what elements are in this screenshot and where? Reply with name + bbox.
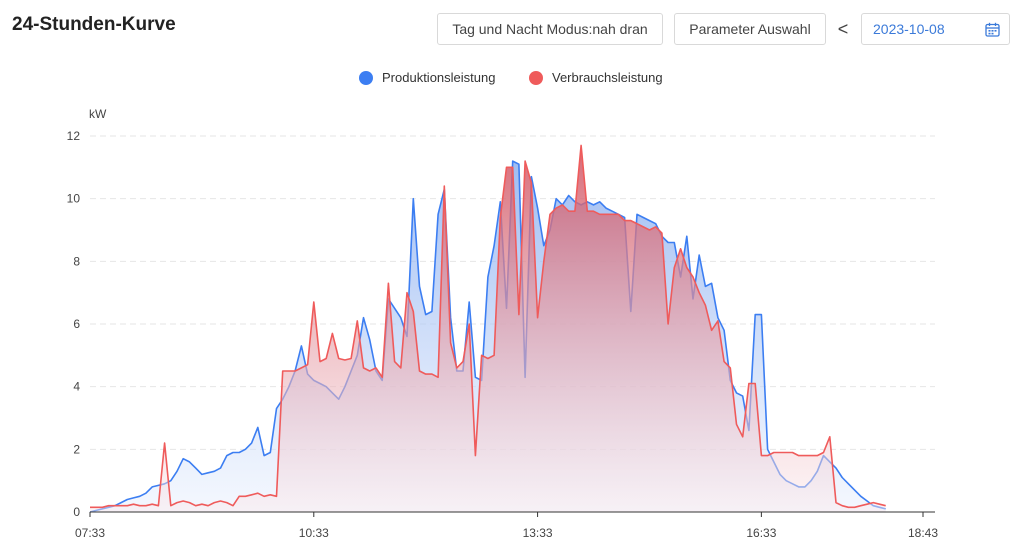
x-tick-label: 13:33 (523, 526, 553, 540)
y-tick-label: 10 (67, 192, 81, 206)
calendar-icon[interactable] (985, 22, 1000, 37)
parameter-selection-button[interactable]: Parameter Auswahl (674, 13, 826, 45)
legend-marker-production (359, 71, 373, 85)
series-layer (89, 144, 886, 513)
y-tick-label: 2 (73, 442, 80, 456)
x-tick-label: 07:33 (75, 526, 105, 540)
x-tick-label: 18:43 (908, 526, 938, 540)
x-tick-label: 10:33 (299, 526, 329, 540)
date-value: 2023-10-08 (873, 21, 945, 37)
y-tick-label: 6 (73, 317, 80, 331)
y-axis-ticks: 0 2 4 6 8 10 12 (67, 129, 81, 519)
day-night-mode-button[interactable]: Tag und Nacht Modus:nah dran (437, 13, 663, 45)
series-area-consumption (90, 145, 886, 512)
legend-label-consumption: Verbrauchsleistung (552, 70, 663, 85)
chart-legend: Produktionsleistung Verbrauchsleistung (0, 68, 1026, 88)
series-line-consumption (90, 144, 886, 509)
y-tick-label: 0 (73, 505, 80, 519)
chevron-left-icon[interactable]: < (837, 19, 849, 39)
legend-label-production: Produktionsleistung (382, 70, 496, 85)
legend-marker-consumption (529, 71, 543, 85)
y-tick-label: 8 (73, 254, 80, 268)
y-tick-label: 4 (73, 380, 80, 394)
x-axis: 07:33 10:33 13:33 16:33 18:43 (75, 511, 938, 540)
y-tick-label: 12 (67, 129, 81, 143)
y-axis-label: kW (89, 107, 107, 121)
date-picker[interactable]: 2023-10-08 (861, 13, 1010, 45)
x-tick-label: 16:33 (746, 526, 776, 540)
series-line-production (89, 160, 886, 513)
page-title: 24-Stunden-Kurve (12, 14, 176, 35)
